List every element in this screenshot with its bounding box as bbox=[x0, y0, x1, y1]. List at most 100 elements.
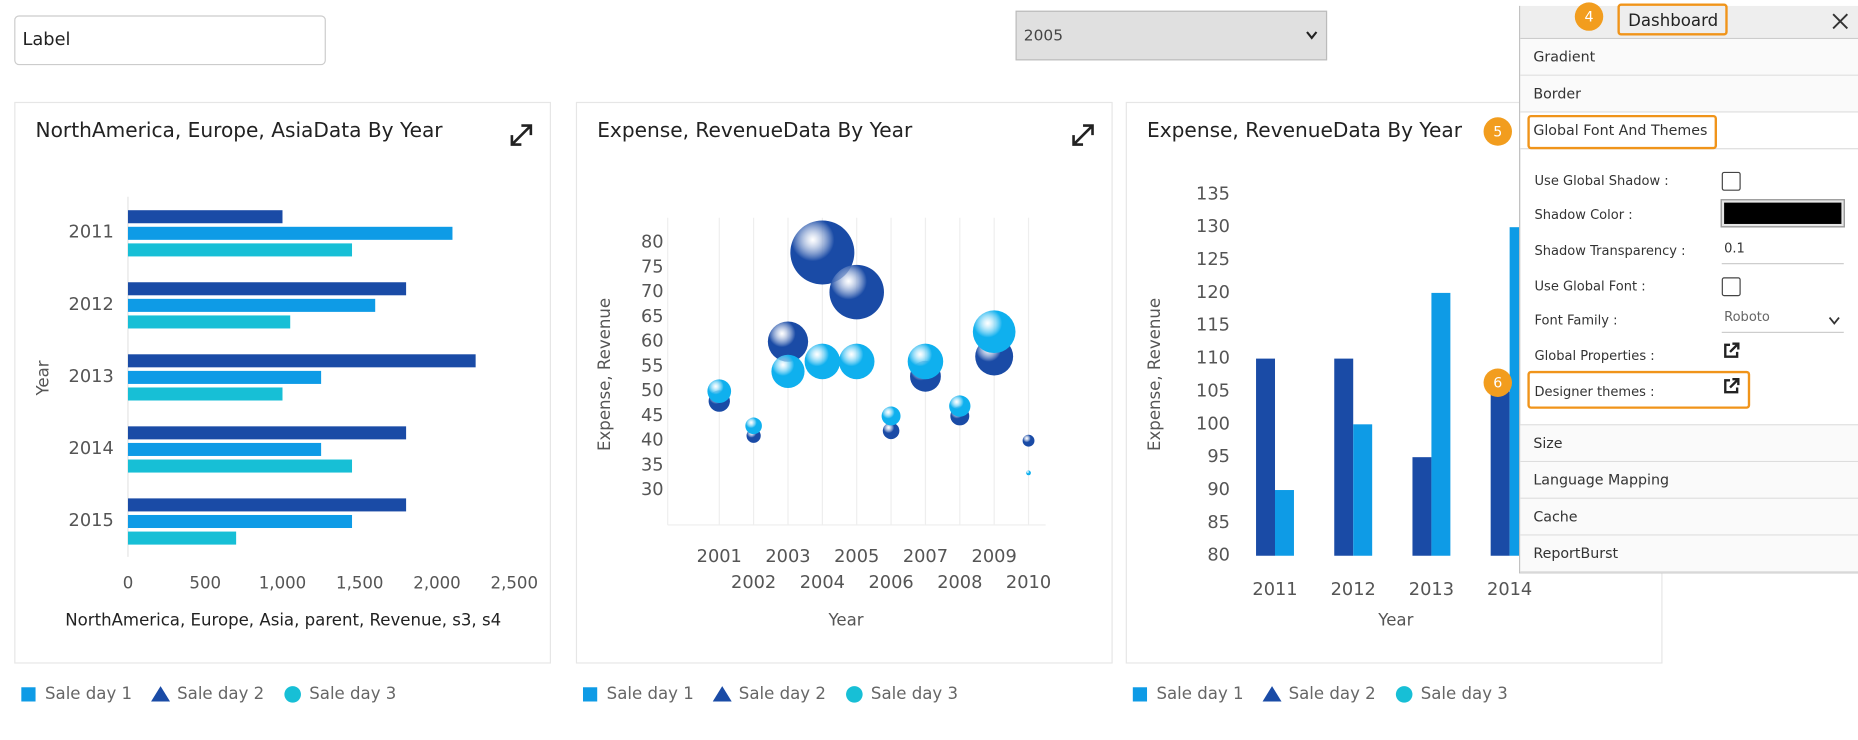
y-tick-label: 115 bbox=[1196, 316, 1230, 336]
transparency-input[interactable]: 0.1 bbox=[1721, 241, 1844, 265]
x-tick-label: 2011 bbox=[1252, 580, 1297, 600]
x-tick-label: 2002 bbox=[731, 573, 776, 593]
bar bbox=[127, 282, 407, 296]
chart-card: NorthAmerica, Europe, AsiaData By Year No… bbox=[14, 101, 552, 703]
bubble bbox=[707, 379, 732, 404]
bubble bbox=[804, 343, 841, 380]
section-row[interactable]: Gradient bbox=[1520, 39, 1858, 76]
section-row[interactable]: Border bbox=[1520, 75, 1858, 113]
bubble bbox=[771, 354, 805, 388]
legend-label: Sale day 2 bbox=[1289, 684, 1376, 703]
legend-marker bbox=[1132, 687, 1148, 702]
label-input[interactable]: Label bbox=[14, 15, 326, 66]
color-swatch[interactable] bbox=[1720, 199, 1845, 228]
section-row[interactable]: Cache bbox=[1520, 498, 1858, 536]
open-icon[interactable] bbox=[1722, 377, 1741, 396]
bar bbox=[127, 370, 322, 384]
bar bbox=[127, 498, 407, 512]
x-tick-label: 2006 bbox=[868, 573, 913, 593]
bubble bbox=[1026, 470, 1031, 476]
legend-label: Sale day 1 bbox=[607, 684, 694, 703]
bar bbox=[127, 531, 237, 545]
bubble bbox=[1022, 434, 1035, 447]
legend-marker bbox=[284, 686, 301, 703]
chart-title: Expense, RevenueData By Year bbox=[1147, 118, 1463, 142]
x-tick-label: 2008 bbox=[937, 573, 982, 593]
y-axis-label: Expense, Revenue bbox=[1145, 298, 1164, 451]
section-row[interactable]: Language Mapping bbox=[1520, 462, 1858, 499]
bubble bbox=[949, 395, 971, 417]
bar bbox=[127, 354, 476, 368]
open-icon[interactable] bbox=[1722, 341, 1741, 360]
x-tick-label: 2014 bbox=[1487, 580, 1532, 600]
bar bbox=[127, 298, 376, 312]
bubble bbox=[790, 220, 855, 285]
legend-label: Sale day 1 bbox=[1157, 684, 1244, 703]
y-tick-label: 70 bbox=[641, 282, 664, 302]
y-tick-label: 95 bbox=[1207, 447, 1230, 467]
year-select[interactable]: 2005 bbox=[1015, 10, 1328, 61]
x-tick-label: 2,500 bbox=[491, 574, 538, 593]
y-tick-label: 2012 bbox=[69, 295, 114, 315]
bar bbox=[127, 210, 283, 224]
expand-icon[interactable] bbox=[510, 124, 533, 146]
bubble bbox=[745, 417, 762, 435]
card bbox=[575, 101, 1113, 664]
y-tick-label: 40 bbox=[641, 431, 664, 451]
bubble bbox=[972, 310, 1016, 354]
y-tick-label: 2014 bbox=[69, 439, 114, 459]
y-tick-label: 90 bbox=[1207, 480, 1230, 500]
bar bbox=[1490, 391, 1510, 556]
bar bbox=[1412, 457, 1432, 556]
close-button[interactable] bbox=[1832, 13, 1849, 30]
y-axis-label: Expense, Revenue bbox=[595, 298, 614, 451]
legend-marker bbox=[1395, 686, 1413, 703]
x-tick-label: 2001 bbox=[697, 547, 742, 567]
font-select[interactable]: Roboto bbox=[1721, 309, 1844, 333]
highlight-box bbox=[1527, 114, 1717, 150]
field-label: Use Global Font : bbox=[1534, 278, 1646, 294]
y-tick-label: 85 bbox=[1207, 513, 1230, 533]
select-arrow bbox=[1306, 31, 1318, 40]
bubble bbox=[907, 343, 944, 380]
y-tick-label: 55 bbox=[641, 356, 664, 376]
step-badge: 5 bbox=[1483, 117, 1512, 146]
bar bbox=[127, 459, 353, 473]
legend-label: Sale day 2 bbox=[739, 684, 826, 703]
x-tick-label: 2,000 bbox=[413, 574, 460, 593]
legend-marker bbox=[846, 686, 863, 703]
y-tick-label: 2011 bbox=[69, 223, 114, 243]
y-tick-label: 100 bbox=[1196, 414, 1230, 434]
properties-panel: Dashboard Gradient Border Global Font An… bbox=[1519, 5, 1858, 574]
bar bbox=[127, 243, 353, 257]
y-axis-label: Year bbox=[33, 360, 52, 396]
expand-icon[interactable] bbox=[1072, 124, 1094, 146]
x-tick-label: 2009 bbox=[972, 547, 1017, 567]
checkbox[interactable] bbox=[1721, 277, 1741, 297]
step-badge: 6 bbox=[1483, 368, 1512, 397]
section-row[interactable]: ReportBurst bbox=[1520, 535, 1858, 573]
chart-title: NorthAmerica, Europe, AsiaData By Year bbox=[36, 118, 444, 142]
section-row[interactable]: Size bbox=[1520, 425, 1858, 463]
legend-marker bbox=[582, 687, 598, 702]
field-label: Shadow Color : bbox=[1534, 207, 1633, 223]
x-tick-label: 0 bbox=[123, 574, 134, 593]
y-tick-label: 120 bbox=[1196, 283, 1230, 303]
y-tick-label: 75 bbox=[641, 257, 664, 277]
x-axis-label: Year bbox=[827, 610, 863, 629]
bar bbox=[1431, 292, 1451, 556]
y-tick-label: 2015 bbox=[69, 511, 114, 531]
bubble bbox=[838, 343, 875, 380]
field-label: Designer themes : bbox=[1534, 383, 1655, 400]
bar bbox=[127, 315, 291, 329]
chart-title: Expense, RevenueData By Year bbox=[597, 118, 913, 142]
highlight-box bbox=[1617, 3, 1728, 36]
bar bbox=[1256, 358, 1276, 556]
bubble bbox=[881, 406, 901, 426]
legend-label: Sale day 3 bbox=[871, 684, 958, 703]
y-tick-label: 125 bbox=[1196, 250, 1230, 270]
checkbox[interactable] bbox=[1721, 171, 1741, 191]
field-label: Font Family : bbox=[1534, 312, 1618, 329]
highlight-box bbox=[1527, 370, 1751, 409]
